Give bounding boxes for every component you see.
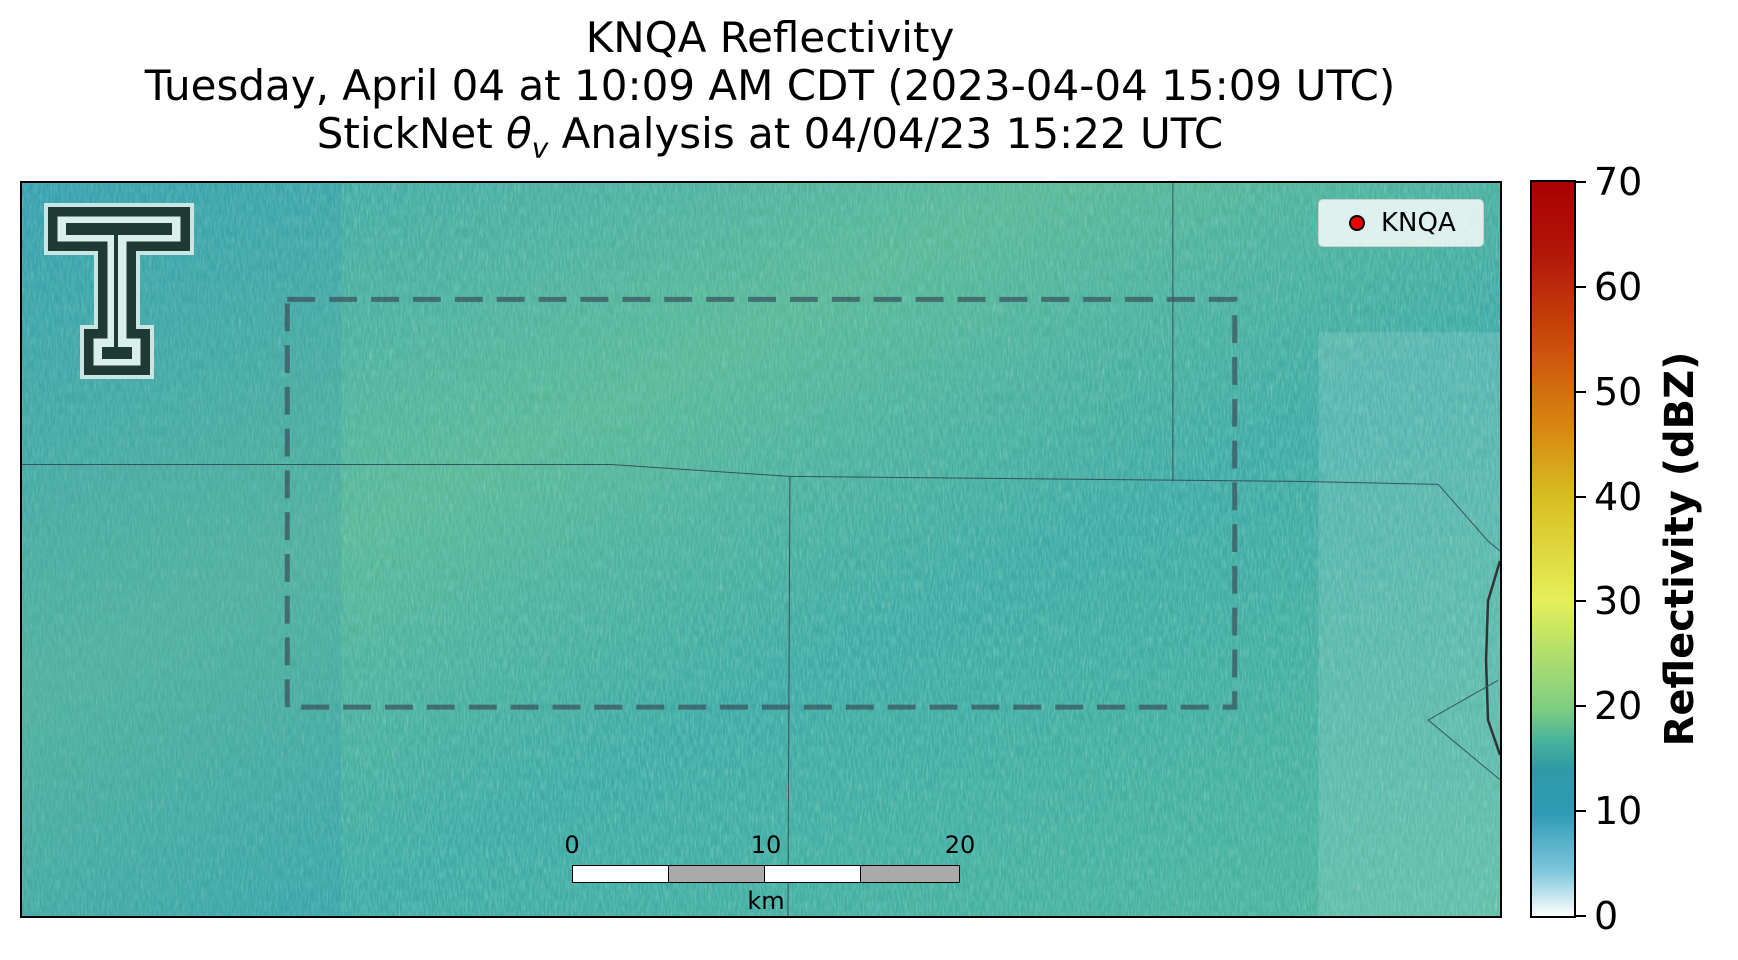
scale-tick-0: 0 — [564, 831, 580, 859]
theta-symbol: θ — [506, 109, 532, 158]
coastline — [1437, 484, 1500, 552]
texas-tech-logo — [44, 203, 194, 379]
title-line-1: KNQA Reflectivity — [585, 13, 955, 62]
scale-unit: km — [747, 887, 785, 915]
scale-segment-2 — [668, 865, 766, 883]
title-line-3: StickNet θv Analysis at 04/04/23 15:22 U… — [20, 110, 1520, 172]
scale-segment-3 — [764, 865, 862, 883]
title-line-2: Tuesday, April 04 at 10:09 AM CDT (2023-… — [144, 61, 1396, 110]
title-line-3-prefix: StickNet — [316, 109, 507, 158]
colorbar-tick-label: 40 — [1594, 474, 1643, 519]
road-line — [1427, 679, 1500, 781]
colorbar-tick-mark — [1576, 285, 1586, 288]
colorbar-tick-mark — [1576, 810, 1586, 813]
colorbar-tick-mark — [1576, 390, 1586, 393]
station-marker-icon — [1349, 215, 1365, 231]
colorbar-tick-label: 20 — [1594, 684, 1643, 729]
lake-shoreline — [1484, 560, 1500, 756]
map-legend: KNQA — [1318, 199, 1484, 247]
colorbar-tick-mark — [1576, 600, 1586, 603]
county-border-lower — [787, 476, 791, 916]
colorbar-tick-mark — [1576, 915, 1586, 917]
radar-map[interactable]: KNQA 0 10 20 km — [20, 181, 1502, 918]
colorbar — [1530, 180, 1576, 918]
colorbar-tick-label: 50 — [1594, 369, 1643, 414]
colorbar-tick-label: 30 — [1594, 579, 1643, 624]
scale-bar: 0 10 20 km — [562, 831, 975, 915]
scale-tick-20: 20 — [944, 831, 976, 859]
colorbar-label: Reflectivity (dBZ) — [1657, 351, 1703, 747]
scale-segment-1 — [572, 865, 670, 883]
colorbar-tick-mark — [1576, 705, 1586, 708]
theta-subscript: v — [531, 131, 549, 165]
figure-title: KNQA Reflectivity Tuesday, April 04 at 1… — [20, 14, 1520, 172]
colorbar-tick-label: 60 — [1594, 264, 1643, 309]
colorbar-tick-mark — [1576, 495, 1586, 498]
title-line-3-suffix: Analysis at 04/04/23 15:22 UTC — [548, 109, 1224, 158]
colorbar-tick-label: 10 — [1594, 789, 1643, 834]
colorbar-tick-label: 70 — [1594, 160, 1643, 204]
scale-tick-10: 10 — [750, 831, 782, 859]
scale-segment-4 — [860, 865, 960, 883]
reflectivity-field — [22, 183, 1500, 916]
analysis-domain-box — [284, 296, 1238, 710]
colorbar-tick-mark — [1576, 181, 1586, 183]
colorbar-tick-label: 0 — [1594, 894, 1619, 938]
legend-station-label: KNQA — [1381, 208, 1456, 238]
